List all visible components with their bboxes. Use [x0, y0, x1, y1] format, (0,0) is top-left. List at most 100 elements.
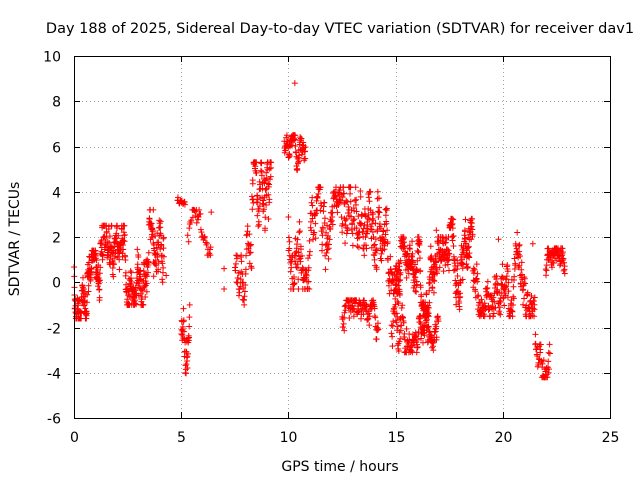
data-point	[116, 256, 123, 263]
data-point	[394, 298, 401, 305]
y-tick-label: -6	[47, 412, 61, 428]
data-point	[500, 274, 507, 281]
data-point	[345, 210, 352, 217]
data-point	[195, 213, 202, 220]
data-point	[397, 335, 404, 342]
data-point	[262, 225, 269, 232]
data-point	[537, 346, 544, 353]
data-point	[323, 229, 330, 236]
x-tick-label: 25	[602, 430, 620, 446]
chart-title: Day 188 of 2025, Sidereal Day-to-day VTE…	[46, 21, 634, 37]
data-point	[481, 313, 488, 320]
data-point	[549, 259, 556, 266]
data-point	[262, 214, 269, 221]
data-point	[249, 180, 256, 187]
data-point	[510, 295, 517, 302]
data-point	[128, 269, 135, 276]
data-point	[370, 211, 377, 218]
x-tick-label: 20	[495, 430, 513, 446]
data-point	[311, 229, 318, 236]
data-point	[321, 199, 328, 206]
data-point	[333, 196, 340, 203]
data-point	[403, 274, 410, 281]
data-point	[142, 294, 149, 301]
data-point	[483, 285, 490, 292]
data-point	[461, 228, 468, 235]
data-point	[83, 299, 90, 306]
data-point	[329, 221, 336, 228]
data-point	[249, 196, 256, 203]
data-point	[354, 309, 361, 316]
data-point	[352, 197, 359, 204]
data-point	[400, 319, 407, 326]
data-point	[149, 228, 156, 235]
data-point	[268, 164, 275, 171]
data-point	[349, 221, 356, 228]
data-point	[246, 260, 253, 267]
data-point	[283, 132, 290, 139]
x-tick-label: 10	[280, 430, 298, 446]
data-point	[365, 315, 372, 322]
data-point	[102, 242, 109, 249]
data-point	[469, 215, 476, 222]
y-tick-label: 0	[52, 276, 61, 292]
data-point	[207, 244, 214, 251]
data-point	[326, 236, 333, 243]
data-point	[531, 294, 538, 301]
data-point	[542, 266, 549, 273]
data-point	[532, 331, 539, 338]
data-point	[247, 241, 254, 248]
data-point	[193, 219, 200, 226]
data-point	[140, 267, 147, 274]
data-point	[464, 263, 471, 270]
data-point	[423, 316, 430, 323]
data-point	[92, 247, 99, 254]
data-point	[186, 323, 193, 330]
data-point	[319, 232, 326, 239]
data-point	[396, 338, 403, 345]
data-point	[150, 273, 157, 280]
data-point	[367, 188, 374, 195]
data-point	[242, 266, 249, 273]
data-point	[514, 229, 521, 236]
data-point	[393, 310, 400, 317]
data-point	[266, 176, 273, 183]
data-point	[155, 266, 162, 273]
data-point	[197, 210, 204, 217]
data-point	[308, 199, 315, 206]
data-point	[346, 314, 353, 321]
data-point	[401, 243, 408, 250]
data-point	[263, 169, 270, 176]
data-point	[369, 220, 376, 227]
data-point	[347, 184, 354, 191]
data-point	[502, 284, 509, 291]
data-point	[496, 304, 503, 311]
data-point	[291, 80, 298, 87]
data-point	[430, 289, 437, 296]
data-point	[241, 288, 248, 295]
data-point	[496, 297, 503, 304]
data-point	[344, 225, 351, 232]
data-point	[286, 238, 293, 245]
data-point	[296, 229, 303, 236]
data-point	[484, 278, 491, 285]
data-point	[499, 261, 506, 268]
data-point	[96, 294, 103, 301]
data-point	[341, 190, 348, 197]
data-point	[353, 208, 360, 215]
data-point	[356, 234, 363, 241]
data-point	[305, 264, 312, 271]
data-point	[317, 184, 324, 191]
data-point	[454, 262, 461, 269]
data-point	[399, 302, 406, 309]
data-point	[305, 255, 312, 262]
data-point	[351, 305, 358, 312]
data-point	[545, 358, 552, 365]
data-point	[490, 313, 497, 320]
data-point	[436, 264, 443, 271]
data-point	[339, 220, 346, 227]
data-point	[322, 266, 329, 273]
data-point	[286, 153, 293, 160]
data-point	[375, 326, 382, 333]
data-point	[292, 142, 299, 149]
